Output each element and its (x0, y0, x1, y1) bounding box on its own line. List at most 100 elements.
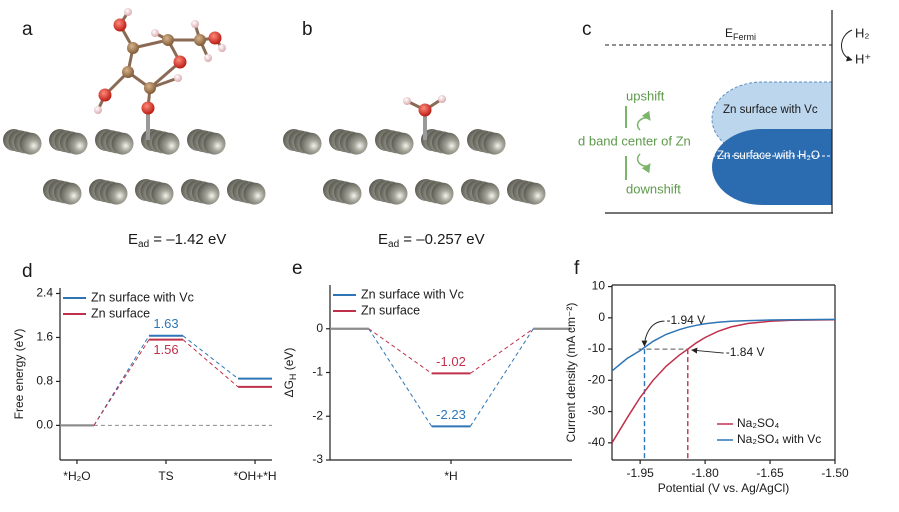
zn-atom (59, 182, 82, 205)
y-tick-label: 10 (592, 279, 606, 293)
y-tick-label: -3 (312, 452, 323, 466)
zn-atom (477, 182, 500, 205)
bond (149, 60, 181, 90)
x-tick-label: *H (444, 469, 457, 483)
connector (93, 339, 150, 426)
atom (127, 42, 139, 54)
structures (3, 8, 546, 205)
x-tick-label: -1.80 (691, 466, 719, 480)
e-rest: = –1.42 eV (149, 231, 226, 248)
panel-label: e (292, 258, 303, 279)
zn-atom (339, 182, 362, 205)
legend-label: Zn surface (91, 306, 150, 320)
y-tick-label: -1 (312, 365, 323, 379)
upshift-label: upshift (626, 88, 665, 103)
e-sub: ad (138, 239, 149, 250)
atom (124, 8, 132, 16)
zn-atom (523, 182, 546, 205)
legend-label: Zn surface (361, 303, 420, 317)
atom (98, 88, 112, 102)
fermi-label: EFermi (725, 26, 756, 42)
atom (194, 34, 206, 46)
zn-atom (243, 182, 266, 205)
atom (144, 82, 156, 94)
curve (611, 318, 836, 444)
legend-label: Na₂SO₄ with Vc (737, 432, 821, 446)
zn-atom (157, 132, 180, 155)
y-tick-label: -2 (312, 408, 323, 422)
value-label: -2.23 (436, 407, 466, 422)
legend-label: Zn surface with Vc (361, 287, 464, 301)
legend-label: Zn surface with Vc (91, 290, 194, 304)
shift-arrow (636, 110, 651, 131)
annotation-label: -1.94 V (666, 313, 705, 327)
e-sub: ad (388, 239, 399, 250)
zn-atom (437, 132, 460, 155)
zn-atom (483, 132, 506, 155)
zn-atom (345, 132, 368, 155)
y-tick-label: 0 (316, 321, 323, 335)
x-tick-label: -1.50 (821, 466, 849, 480)
adsorption-energy: Ead = –0.257 eV (378, 231, 485, 250)
value-label: 1.63 (153, 316, 178, 331)
y-axis-label: Free energy (eV) (12, 329, 26, 420)
downshift-label: downshift (626, 181, 681, 196)
connector (182, 335, 239, 380)
connector (368, 328, 432, 374)
zn-atom (299, 132, 322, 155)
y-tick-label: 1.6 (36, 330, 53, 344)
panel-label: b (302, 19, 313, 40)
atom (438, 95, 446, 103)
atom (418, 103, 432, 117)
zn-atom (197, 182, 220, 205)
atom (191, 20, 199, 28)
panel-label: a (22, 19, 33, 40)
atom (173, 55, 187, 69)
hplus-label: H⁺ (855, 51, 871, 66)
center-label: d band center of Zn (578, 133, 691, 148)
vc-label: Zn surface with Vc (723, 104, 818, 116)
e-sub: Fermi (733, 32, 756, 42)
y-tick-label: 0 (598, 310, 605, 324)
y-tick-label: 0.8 (36, 374, 53, 388)
atom (204, 54, 212, 62)
connector (368, 328, 433, 427)
zn-atom (203, 132, 226, 155)
x-tick-label: -1.95 (626, 466, 654, 480)
zn-atom (391, 132, 414, 155)
value-label: 1.56 (153, 342, 178, 357)
zn-atom (431, 182, 454, 205)
panel-label: f (574, 258, 580, 279)
annotation-arrow (691, 347, 724, 354)
x-tick-label: *H₂O (63, 469, 90, 483)
shift-arrow (636, 153, 651, 174)
curve (611, 318, 836, 372)
zn-atom (111, 132, 134, 155)
atom (208, 31, 222, 45)
atom (122, 66, 134, 78)
x-tick-label: -1.65 (756, 466, 784, 480)
atom (141, 101, 155, 115)
y-tick-label: -40 (588, 435, 606, 449)
y-tick-label: -30 (588, 404, 606, 418)
connector (182, 339, 239, 388)
y-tick-label: -20 (588, 372, 606, 386)
legend-label: Na₂SO₄ (737, 416, 779, 430)
atom (403, 97, 411, 105)
x-tick-label: *OH+*H (234, 469, 277, 483)
x-tick-label: TS (158, 469, 173, 483)
reaction-arrow (841, 29, 853, 62)
zn-atom (105, 182, 128, 205)
adsorption-energy: Ead = –1.42 eV (128, 231, 226, 250)
y-tick-label: -10 (588, 341, 606, 355)
label-rest: (eV) (282, 348, 296, 374)
label-main: ΔG (282, 380, 296, 397)
h2o-band (712, 129, 832, 205)
value-label: -1.02 (436, 354, 466, 369)
zn-atom (65, 132, 88, 155)
atom (94, 106, 102, 114)
y-tick-label: 0.0 (36, 418, 53, 432)
y-tick-label: 2.4 (36, 286, 53, 300)
atom (151, 29, 159, 37)
